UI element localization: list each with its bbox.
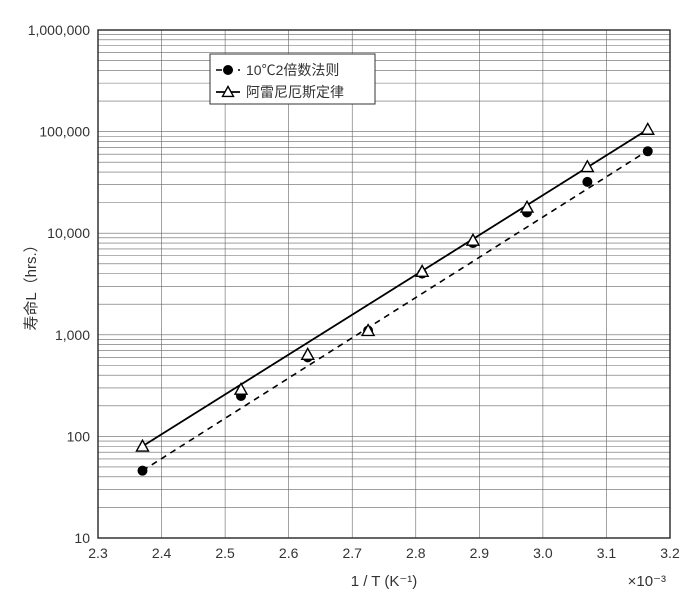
life-arrhenius-chart: 2.3 2.4 2.5 2.6 2.7 2.8 2.9 3.0 3.1 3.2 10 100 1,000… xyxy=(10,10,691,606)
y-tick-label: 1,000 xyxy=(55,327,90,343)
y-tick-label: 100,000 xyxy=(39,124,90,140)
legend-label: 10℃2倍数法则 xyxy=(246,62,339,78)
x-tick-label: 2.6 xyxy=(279,545,299,561)
x-tick-label: 2.3 xyxy=(88,545,108,561)
x-tick-label: 2.8 xyxy=(406,545,426,561)
marker-circle xyxy=(138,466,147,475)
legend: 10℃2倍数法则阿雷尼厄斯定律 xyxy=(210,54,375,104)
x-tick-label: 2.4 xyxy=(152,545,172,561)
marker-circle xyxy=(643,147,652,156)
x-tick-label: 3.2 xyxy=(660,545,680,561)
x-tick-label: 2.9 xyxy=(470,545,490,561)
legend-label: 阿雷尼厄斯定律 xyxy=(246,84,344,100)
y-tick-label: 10 xyxy=(74,530,90,546)
y-axis-title: 寿命L（hrs.） xyxy=(22,237,40,330)
x-axis-scale-note: ×10⁻³ xyxy=(628,573,666,590)
marker-circle xyxy=(583,177,592,186)
y-tick-label: 100 xyxy=(67,428,91,444)
y-tick-label: 1,000,000 xyxy=(28,22,90,38)
x-tick-label: 3.0 xyxy=(533,545,553,561)
x-tick-label: 2.5 xyxy=(215,545,235,561)
x-tick-label: 3.1 xyxy=(597,545,617,561)
x-tick-label: 2.7 xyxy=(342,545,362,561)
y-tick-label: 10,000 xyxy=(47,225,90,241)
legend-marker-circle xyxy=(224,66,233,75)
x-axis-title: 1 / T (K⁻¹) xyxy=(351,573,418,590)
